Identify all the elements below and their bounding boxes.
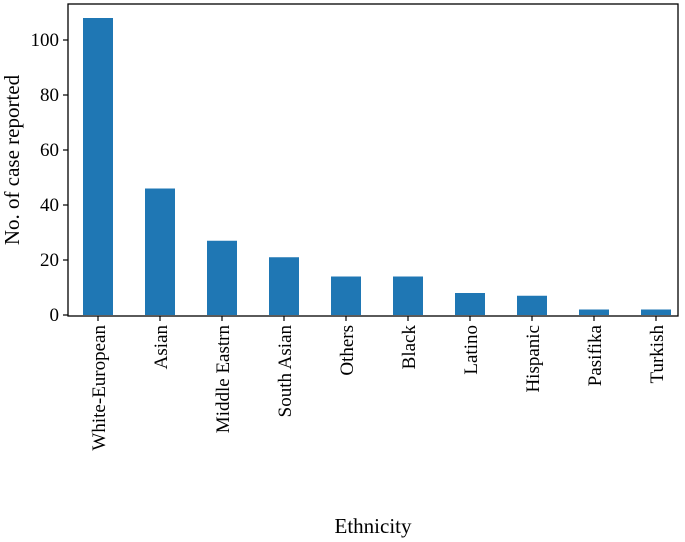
x-tick-label: Pasifika [585,324,606,386]
x-tick-label: Hispanic [523,325,544,393]
bar-hispanic [517,295,547,315]
x-tick-label: Others [337,325,358,376]
y-tick-label: 0 [50,305,60,326]
x-axis: White-European Asian Middle Eastrn South As… [89,316,668,451]
y-tick-label: 100 [31,30,60,51]
bar-black [393,276,423,315]
plot-frame [67,3,679,317]
y-tick-label: 20 [40,250,59,271]
y-axis-title: No. of case reported [0,74,24,245]
x-tick-label: Turkish [647,325,668,384]
bar-turkish [641,309,671,315]
bar-latino [455,293,485,315]
y-tick-label: 40 [40,195,59,216]
bar-white-european [83,18,113,315]
bar-asian [145,188,175,315]
x-tick-label: Asian [151,325,172,370]
bar-south-asian [269,257,299,315]
bar-middle-eastrn [207,240,237,315]
x-tick-label: Latino [461,325,482,375]
y-axis: 0 20 40 60 80 100 [31,30,68,326]
bar-others [331,276,361,315]
x-tick-label: Middle Eastrn [213,325,234,434]
y-tick-label: 60 [40,140,59,161]
x-tick-label: White-European [89,325,110,451]
y-tick-label: 80 [40,85,59,106]
x-axis-title: Ethnicity [335,514,412,538]
x-tick-label: South Asian [275,325,296,418]
bars [83,18,671,315]
bar-pasifika [579,309,609,315]
x-tick-label: Black [399,325,420,370]
